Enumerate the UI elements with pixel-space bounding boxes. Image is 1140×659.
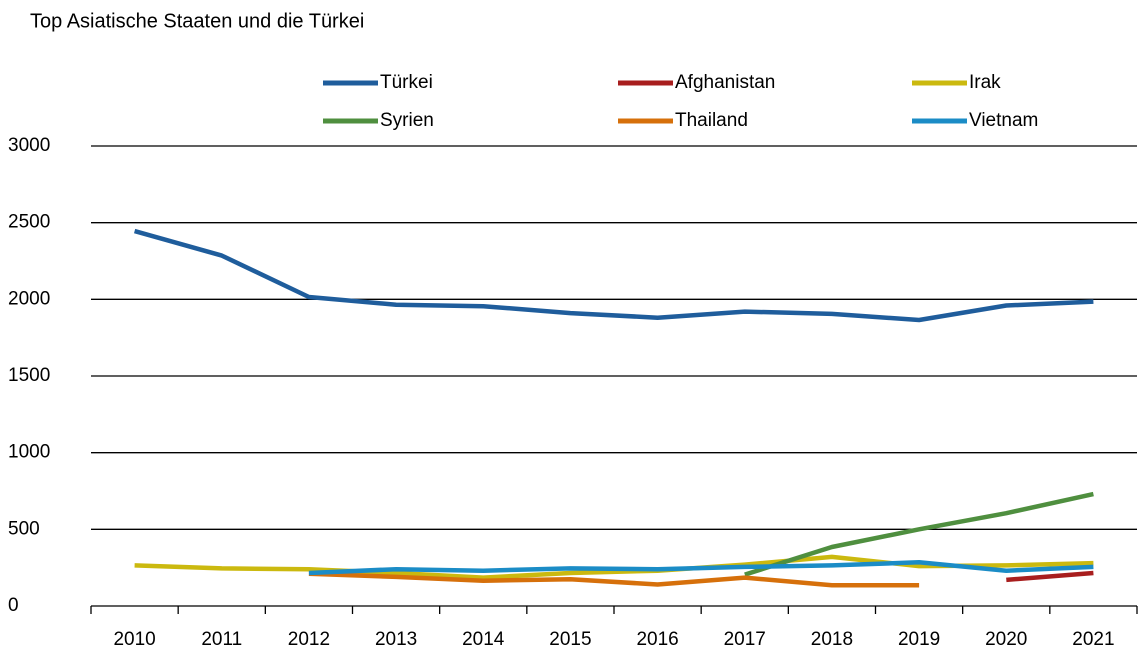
x-tick-label: 2017	[724, 629, 766, 650]
x-tick-label: 2021	[1072, 629, 1114, 650]
chart-title: Top Asiatische Staaten und die Türkei	[30, 10, 364, 32]
series-line	[308, 571, 920, 588]
x-tick-label: 2018	[811, 629, 853, 650]
y-tick-label: 2500	[8, 212, 50, 233]
series-line	[308, 560, 1094, 576]
y-tick-label: 2000	[8, 288, 50, 309]
y-tick-label: 1500	[8, 365, 50, 386]
legend-label: Irak	[969, 72, 1001, 93]
legend-label: Syrien	[380, 110, 434, 131]
legend-label: Thailand	[675, 110, 748, 131]
series-line	[744, 491, 1094, 577]
x-tick-label: 2015	[549, 629, 591, 650]
series-line	[1006, 570, 1094, 583]
y-tick-label: 1000	[8, 442, 50, 463]
y-tick-label: 0	[8, 595, 19, 616]
x-tick-label: 2010	[113, 629, 155, 650]
x-tick-label: 2011	[201, 629, 242, 650]
series-line	[133, 228, 1094, 323]
legend-label: Türkei	[380, 72, 433, 93]
x-tick-label: 2020	[985, 629, 1027, 650]
x-tick-label: 2012	[288, 629, 330, 650]
legend-label: Vietnam	[969, 110, 1038, 131]
x-tick-label: 2019	[898, 629, 940, 650]
x-tick-label: 2013	[375, 629, 417, 650]
series-line	[134, 554, 1094, 580]
x-tick-label: 2014	[462, 629, 505, 650]
y-tick-label: 500	[8, 518, 40, 539]
legend-label: Afghanistan	[675, 72, 775, 93]
x-tick-label: 2016	[636, 629, 678, 650]
y-tick-label: 3000	[8, 135, 50, 156]
